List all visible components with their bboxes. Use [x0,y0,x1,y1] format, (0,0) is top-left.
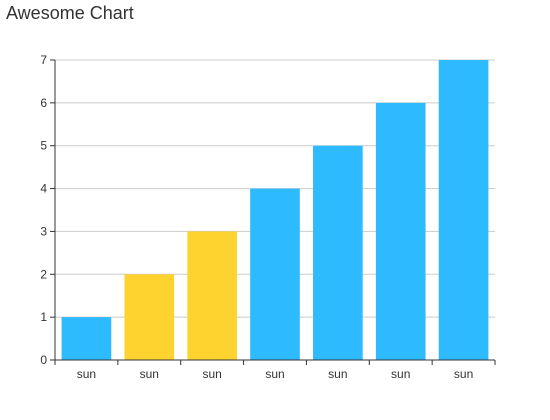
x-tick-label: sun [202,367,221,381]
x-tick-label: sun [454,367,473,381]
axes [50,59,496,365]
x-tick-label: sun [328,367,347,381]
bar-2[interactable] [124,274,175,360]
bar-7[interactable] [438,60,489,360]
y-tick-label: 3 [40,224,47,238]
bar-5[interactable] [313,145,363,360]
y-tick-label: 5 [40,139,47,153]
chart-title: Awesome Chart [6,3,134,23]
x-tick-label: sun [140,367,159,381]
y-tick-label: 0 [40,353,47,367]
x-tick-label: sun [77,367,96,381]
bar-6[interactable] [375,102,426,360]
tick-labels: 0 1 2 3 4 5 6 7 sun sun sun sun sun sun sun [40,53,473,381]
y-tick-label: 6 [40,96,47,110]
x-tick-label: sun [391,367,410,381]
y-tick-label: 7 [40,53,47,67]
y-tick-label: 1 [40,310,47,324]
y-tick-label: 2 [40,267,47,281]
bar-3[interactable] [187,231,237,360]
y-tick-label: 4 [40,182,47,196]
x-tick-label: sun [265,367,284,381]
bars [61,60,489,360]
bar-4[interactable] [250,188,300,360]
bar-1[interactable] [61,317,112,360]
